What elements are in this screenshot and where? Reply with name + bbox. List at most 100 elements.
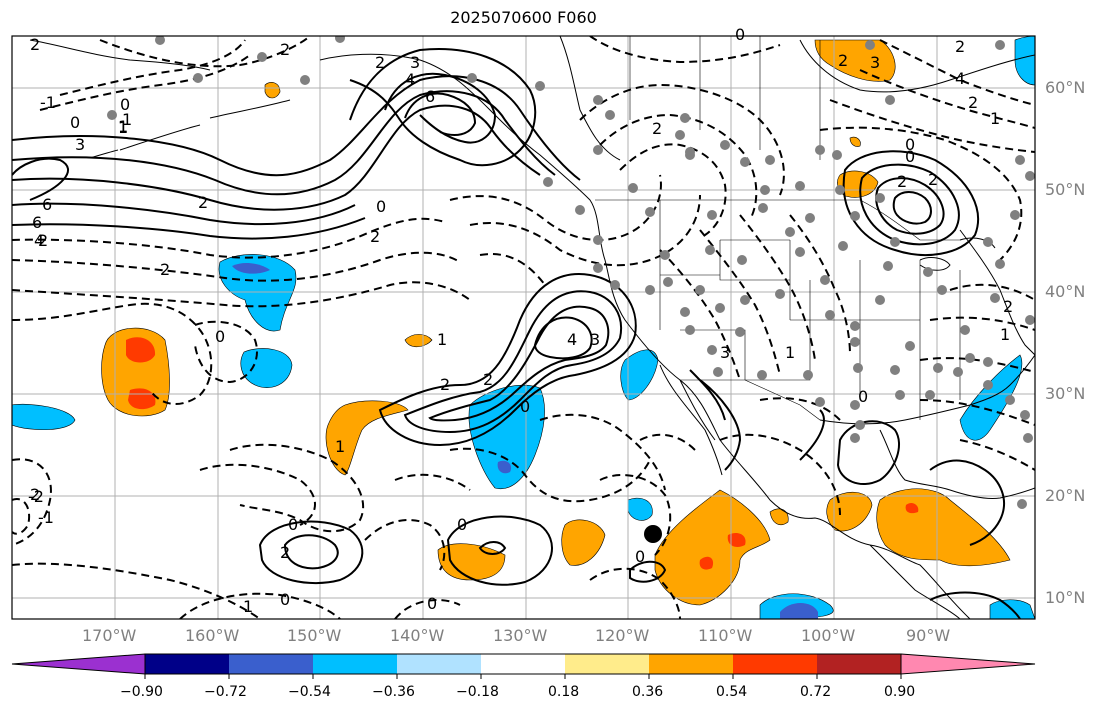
anomaly-strong-positive-area	[126, 337, 156, 363]
contour-label: -2	[28, 487, 44, 506]
colorbar-tick-label: −0.54	[288, 684, 331, 700]
contour-label: 0	[635, 547, 645, 566]
contour-label: 1	[1000, 325, 1010, 344]
longitude-label: 90°W	[906, 626, 951, 645]
contour-label: 1	[437, 330, 447, 349]
contour-label: 4	[955, 69, 965, 88]
solid-contours	[12, 48, 1021, 619]
contour-label: 6	[32, 213, 42, 232]
anomaly-positive-area	[849, 136, 861, 147]
colorbar-segment	[733, 654, 817, 674]
colorbar-segment	[481, 654, 565, 674]
colorbar-segment	[11, 653, 146, 675]
anomaly-positive-area	[837, 170, 879, 198]
contour-label: 4	[567, 330, 577, 349]
colorbar-tick-label: 0.72	[800, 684, 832, 700]
anomaly-negative-area	[12, 404, 76, 431]
colorbar-tick-label: 0.90	[884, 684, 916, 700]
latitude-label: 40°N	[1045, 282, 1086, 301]
contour-label: 2	[1003, 297, 1013, 316]
contour-labels: 2 2 0 1 -1 0 1 3 6 2 6 4 2 2 2 3 4 6 0 2…	[28, 25, 1013, 616]
colorbar-tick-label: −0.36	[372, 684, 415, 700]
latitude-label: 10°N	[1045, 588, 1086, 607]
contour-label: 0	[735, 25, 745, 44]
location-marker	[644, 525, 662, 543]
contour-label: 0	[520, 397, 530, 416]
colorbar-tick-label: −0.18	[456, 684, 499, 700]
contour-label: -1	[40, 93, 56, 112]
longitude-label: 100°W	[801, 626, 856, 645]
anomaly-positive-area	[264, 82, 281, 99]
anomaly-positive-area	[561, 519, 606, 566]
contour-label: 0	[288, 515, 298, 534]
anomaly-strong-positive-area	[699, 556, 714, 570]
contour-label: 2	[280, 40, 290, 59]
contour-label: 2	[30, 485, 40, 504]
contour-label: 3	[720, 343, 730, 362]
anomaly-negative-area	[468, 384, 545, 490]
contour-label: -1	[38, 508, 54, 527]
anomaly-strong-positive-area	[727, 533, 746, 547]
colorbar-tick-label: 0.36	[632, 684, 664, 700]
contour-label: 0	[905, 135, 915, 154]
contour-label: 0	[280, 590, 290, 609]
contour-label: 2	[955, 37, 965, 56]
plot-frame	[11, 35, 1036, 620]
contour-label: 2	[838, 51, 848, 70]
contour-label: 0	[905, 147, 915, 166]
anomaly-negative-area	[627, 497, 653, 521]
contour-label: 2	[198, 193, 208, 212]
contour-label: 2	[280, 543, 290, 562]
anomaly-moderate-negative-area	[232, 263, 270, 274]
colorbar-segment	[900, 653, 1036, 675]
anomaly-moderate-negative-area	[780, 603, 818, 619]
colorbar-segment	[313, 654, 397, 674]
longitude-label: 170°W	[82, 626, 137, 645]
contour-label: 2	[968, 93, 978, 112]
contour-label: 0	[376, 197, 386, 216]
anomaly-negative-area	[620, 349, 659, 401]
contour-label: 2	[897, 172, 907, 191]
contour-label: 1	[118, 118, 128, 137]
contour-label: 3	[75, 135, 85, 154]
contour-label: 1	[122, 110, 132, 129]
colorbar-segment	[145, 654, 229, 674]
latitude-label: 30°N	[1045, 384, 1086, 403]
contour-label: 0	[215, 327, 225, 346]
longitude-label: 110°W	[698, 626, 753, 645]
contour-label: 0	[427, 594, 437, 613]
contour-label: 2	[928, 170, 938, 189]
colorbar	[11, 653, 1036, 679]
contour-label: 4	[34, 231, 44, 250]
colorbar-segment	[649, 654, 733, 674]
anomaly-positive-area	[404, 334, 433, 348]
colorbar-tick-label: −0.90	[120, 684, 163, 700]
contour-label: 4	[405, 70, 415, 89]
anomaly-positive-area	[814, 39, 896, 82]
anomaly-negative-area	[218, 254, 297, 332]
anomaly-positive-area	[769, 508, 789, 525]
latitude-label: 50°N	[1045, 180, 1086, 199]
longitude-label: 120°W	[595, 626, 650, 645]
latitude-label: 20°N	[1045, 486, 1086, 505]
colorbar-tick-label: −0.72	[204, 684, 247, 700]
contour-label: 2	[370, 227, 380, 246]
contour-label: 1	[990, 109, 1000, 128]
longitude-label: 150°W	[287, 626, 342, 645]
colorbar-segment	[397, 654, 481, 674]
contour-label: 2	[440, 375, 450, 394]
anomaly-positive-area	[654, 489, 771, 606]
station-markers	[107, 36, 1035, 509]
colorbar-tick-label: 0.18	[548, 684, 580, 700]
contour-label: 0	[858, 387, 868, 406]
contour-label: 2	[652, 119, 662, 138]
colorbar-segment	[229, 654, 313, 674]
anomaly-negative-area	[1014, 36, 1035, 86]
contour-label: 6	[42, 195, 52, 214]
dashed-contours	[12, 36, 1035, 619]
coastlines	[29, 36, 1035, 619]
contour-label: 0	[457, 515, 467, 534]
contour-label: 1	[785, 343, 795, 362]
contour-label: 2	[38, 231, 48, 250]
